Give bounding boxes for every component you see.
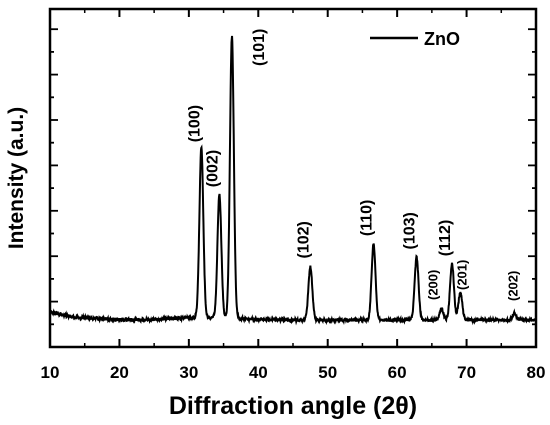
peak-label: (112)	[437, 220, 454, 256]
peak-label: (101)	[251, 29, 268, 66]
x-tick-label: 20	[110, 363, 129, 382]
peak-label: (103)	[402, 212, 419, 249]
x-tick-label: 10	[41, 363, 60, 382]
x-axis-tick-labels: 10 20 30 40 50 60 70 80	[41, 363, 546, 382]
x-tick-label: 70	[457, 363, 476, 382]
x-tick-label: 60	[388, 363, 407, 382]
x-axis-ticks	[49, 9, 537, 347]
x-tick-label: 80	[527, 363, 546, 382]
x-tick-label: 30	[179, 363, 198, 382]
peak-label: (201)	[454, 260, 469, 290]
plot-frame	[48, 7, 538, 349]
peak-label: (202)	[506, 271, 521, 301]
legend: ZnO	[370, 29, 460, 49]
peak-label: (102)	[295, 221, 312, 258]
peak-label: (110)	[359, 200, 376, 236]
peak-label: (100)	[186, 105, 203, 142]
x-tick-label: 50	[318, 363, 337, 382]
peak-label: (200)	[426, 270, 441, 300]
legend-label-zno: ZnO	[424, 29, 460, 49]
series-line-zno	[49, 35, 537, 326]
peak-labels: (100)(002) (101) (102) (110) (103) (200) (112)…	[186, 29, 520, 301]
y-axis-ticks	[50, 28, 536, 348]
peak-label: (002)	[204, 150, 221, 187]
x-tick-label: 40	[249, 363, 268, 382]
x-axis-title: Diffraction angle (2θ)	[169, 392, 417, 420]
y-axis-title: Intensity (a.u.)	[5, 107, 28, 249]
